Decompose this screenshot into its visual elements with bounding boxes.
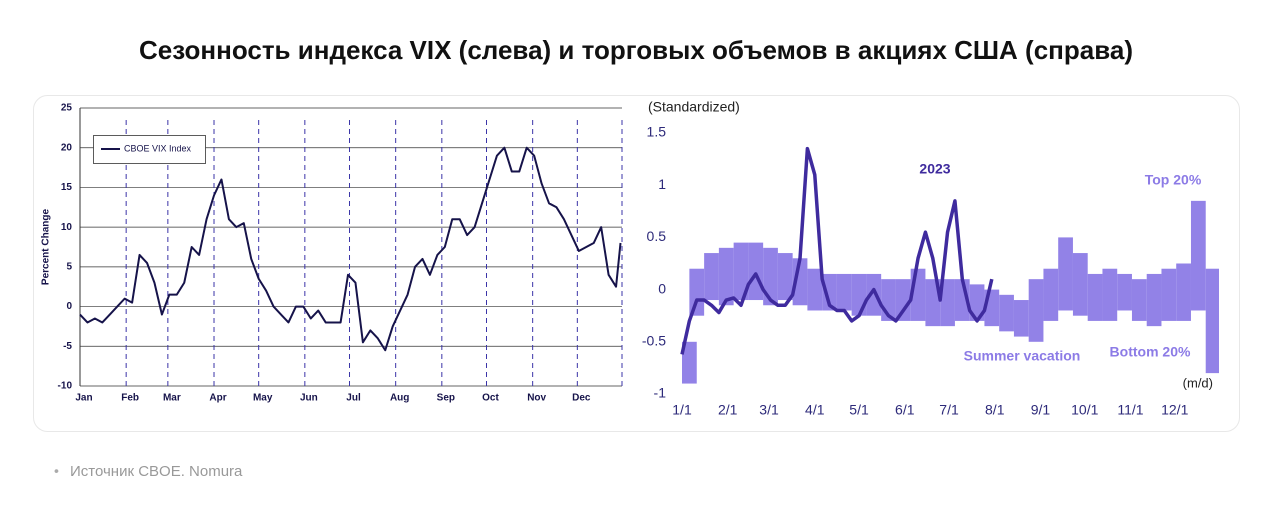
series-label: Top 20% bbox=[1145, 172, 1202, 188]
band-segment bbox=[777, 253, 793, 301]
x-tick-label: May bbox=[253, 393, 273, 404]
card bbox=[33, 95, 1240, 432]
series-label: 2023 bbox=[919, 161, 950, 177]
y-tick-label: 15 bbox=[61, 182, 73, 193]
band-segment bbox=[940, 279, 955, 327]
band-segment bbox=[1072, 253, 1088, 316]
y-tick-label: 1.5 bbox=[647, 124, 667, 140]
x-tick-label: Jun bbox=[300, 393, 318, 404]
x-tick-label: 1/1 bbox=[672, 402, 692, 418]
annotation: Summer vacation bbox=[964, 348, 1081, 364]
band-segment bbox=[969, 284, 985, 321]
x-tick-label: 11/1 bbox=[1117, 402, 1143, 418]
x-tick-label: 9/1 bbox=[1031, 402, 1051, 418]
band-segment bbox=[748, 242, 764, 301]
band-segment bbox=[718, 247, 734, 306]
x-tick-label: Feb bbox=[121, 393, 139, 404]
y-tick-label: 0 bbox=[658, 280, 666, 296]
x-tick-label: Apr bbox=[209, 393, 226, 404]
x-tick-label: Sep bbox=[437, 393, 455, 404]
page-title: Сезонность индекса VIX (слева) и торговы… bbox=[139, 35, 1133, 65]
y-tick-label: 0.5 bbox=[647, 228, 667, 244]
x-tick-label: Jan bbox=[75, 393, 92, 404]
band-segment bbox=[1058, 237, 1073, 311]
x-tick-label: 3/1 bbox=[759, 402, 779, 418]
x-tick-label: 12/1 bbox=[1161, 402, 1188, 418]
data-line bbox=[79, 146, 622, 352]
band-segment bbox=[1190, 200, 1206, 311]
band-segment bbox=[807, 268, 823, 311]
band-segment bbox=[1205, 268, 1219, 374]
band-segment bbox=[851, 273, 867, 316]
x-tick-label: Nov bbox=[527, 393, 546, 404]
legend-label: CBOE VIX Index bbox=[124, 143, 192, 153]
band-segment bbox=[1043, 268, 1059, 321]
x-tick-label: 10/1 bbox=[1071, 402, 1098, 418]
x-tick-label: Dec bbox=[572, 393, 591, 404]
band-segment bbox=[682, 341, 697, 384]
band-segment bbox=[1117, 273, 1132, 311]
source-note: Источник CBOE. Nomura bbox=[70, 463, 243, 480]
y-tick-label: -0.5 bbox=[642, 333, 666, 349]
y-tick-label: 25 bbox=[61, 103, 73, 114]
x-tick-label: 4/1 bbox=[805, 402, 825, 418]
series-label: Bottom 20% bbox=[1110, 344, 1191, 360]
y-axis-title: (Standardized) bbox=[648, 99, 740, 115]
x-tick-label: 6/1 bbox=[895, 402, 915, 418]
x-tick-label: 2/1 bbox=[718, 402, 738, 418]
band-segment bbox=[689, 268, 705, 316]
y-tick-label: 20 bbox=[61, 142, 73, 153]
x-tick-label: 7/1 bbox=[939, 402, 959, 418]
x-tick-label: Oct bbox=[482, 393, 499, 404]
x-axis-title: (m/d) bbox=[1183, 375, 1213, 390]
band-segment bbox=[866, 273, 882, 316]
y-tick-label: -10 bbox=[58, 381, 73, 392]
bullet: • bbox=[54, 463, 59, 479]
x-tick-label: Aug bbox=[390, 393, 409, 404]
y-tick-label: 0 bbox=[66, 301, 72, 312]
y-tick-label: -1 bbox=[654, 385, 667, 401]
data-line bbox=[680, 146, 994, 355]
y-axis-title: Percent Change bbox=[41, 208, 52, 285]
x-tick-label: Jul bbox=[346, 393, 361, 404]
band-segment bbox=[1161, 268, 1177, 321]
band-segment bbox=[1146, 273, 1162, 327]
band-segment bbox=[1176, 263, 1191, 321]
band-segment bbox=[733, 242, 749, 301]
band-segment bbox=[1028, 279, 1044, 342]
band-segment bbox=[1102, 268, 1118, 321]
band-segment bbox=[925, 279, 941, 327]
band-segment bbox=[1131, 279, 1147, 321]
band-segment bbox=[1013, 300, 1029, 337]
x-tick-label: 5/1 bbox=[849, 402, 869, 418]
x-tick-label: 8/1 bbox=[985, 402, 1005, 418]
y-tick-label: 5 bbox=[66, 261, 72, 272]
y-tick-label: -5 bbox=[63, 341, 72, 352]
band-segment bbox=[1087, 273, 1103, 321]
band-segment bbox=[895, 279, 911, 321]
band-segment bbox=[999, 294, 1014, 332]
band-segment bbox=[763, 247, 778, 306]
band-segment bbox=[704, 253, 719, 301]
band-segment bbox=[836, 273, 852, 311]
y-tick-label: 1 bbox=[658, 176, 666, 192]
band-segment bbox=[822, 273, 837, 311]
x-tick-label: Mar bbox=[163, 393, 181, 404]
y-tick-label: 10 bbox=[61, 222, 73, 233]
